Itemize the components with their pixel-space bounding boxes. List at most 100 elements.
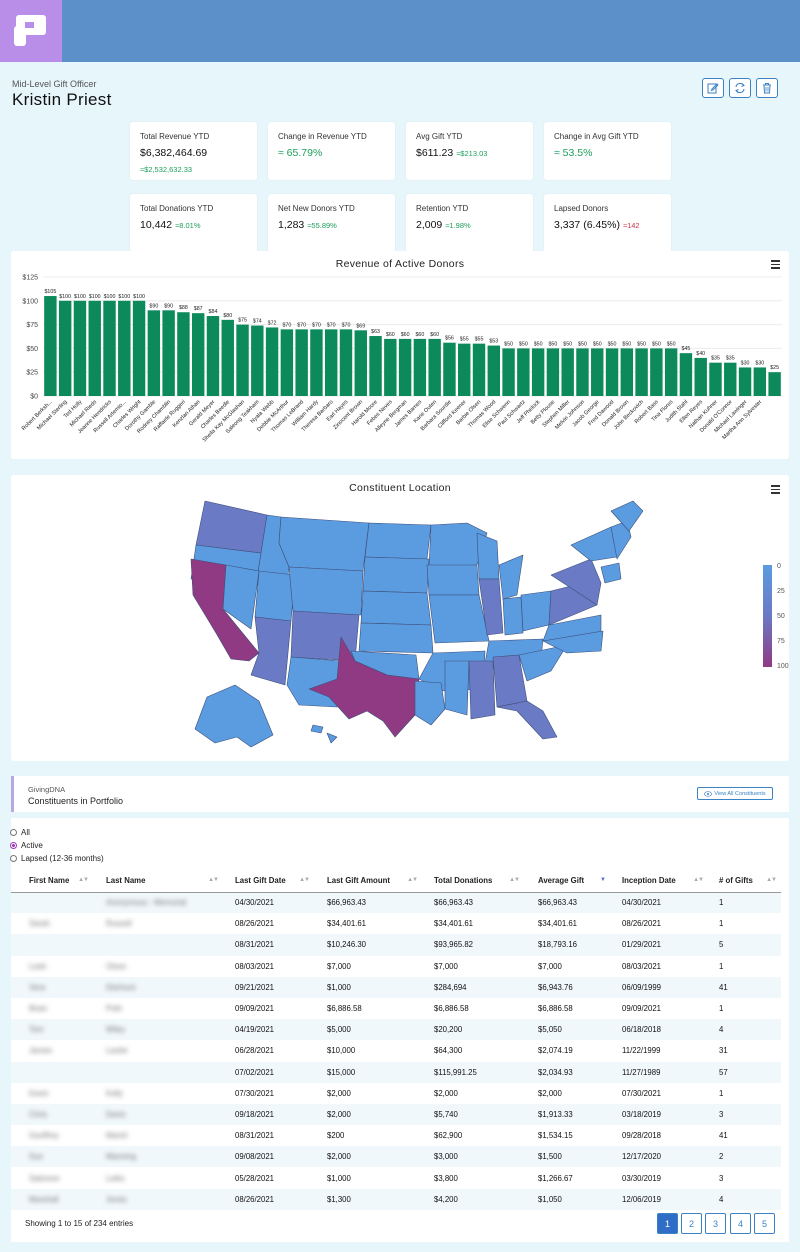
constituents-table: First Name ▲▼ Last Name ▲▼ Last Gift Date ▲…	[11, 870, 781, 1210]
page-1-button[interactable]: 1	[657, 1213, 678, 1234]
table-cell: 08/03/2021	[235, 961, 275, 971]
table-row[interactable]: 08/31/2021 $10,246.30 $93,965.82 $18,793.16…	[11, 934, 781, 956]
kpi-value-row: 10,442 ≈8.01%	[140, 219, 257, 231]
column-header-last-name[interactable]: Last Name ▲▼	[93, 870, 223, 893]
radio-button[interactable]	[10, 855, 17, 862]
table-row[interactable]: Chris Davis 09/18/2021 $2,000 $5,740 $1,913.3…	[11, 1103, 781, 1126]
table-cell: Kevin	[29, 1088, 49, 1098]
kpi-change-revenue: Change in Revenue YTD ≈ 65.79%	[268, 122, 395, 180]
table-row[interactable]: Sarah Russell 08/26/2021 $34,401.61 $34,401.…	[11, 913, 781, 934]
table-cell: $1,534.15	[538, 1131, 573, 1141]
table-cell: 09/09/2021	[622, 1004, 662, 1014]
table-row[interactable]: 07/02/2021 $15,000 $115,991.25 $2,034.93 11/…	[11, 1061, 781, 1083]
table-row[interactable]: Brian Poth 09/09/2021 $6,886.58 $6,886.58 $6,…	[11, 998, 781, 1019]
page-3-button[interactable]: 3	[705, 1213, 726, 1234]
table-row[interactable]: Toni Wiley 04/19/2021 $5,000 $20,200 $5,050 06…	[11, 1019, 781, 1041]
page-5-button[interactable]: 5	[754, 1213, 775, 1234]
filter-lapsed[interactable]: Lapsed (12-36 months)	[10, 854, 104, 863]
map-menu-button[interactable]	[771, 485, 780, 496]
page-2-button[interactable]: 2	[681, 1213, 702, 1234]
bar-data-label: $105	[44, 289, 56, 295]
constituents-section-header: GivingDNA Constituents in Portfolio View…	[11, 776, 789, 812]
table-cell: Anonymous - Memorial	[93, 892, 223, 914]
kpi-label: Lapsed Donors	[554, 204, 609, 213]
radio-button[interactable]	[10, 842, 17, 849]
kpi-value-row: 2,009 ≈1.98%	[416, 219, 533, 231]
bar-data-label: $40	[696, 351, 705, 357]
table-cell: Toni	[11, 1019, 93, 1041]
table-row[interactable]: Geoffrey Marsh 08/31/2021 $200 $62,900 $1,534…	[11, 1125, 781, 1146]
filter-all[interactable]: All	[10, 828, 30, 837]
table-cell: $3,800	[434, 1173, 458, 1183]
table-row[interactable]: Marshall Jones 08/26/2021 $1,300 $4,200 $1,05…	[11, 1188, 781, 1210]
bar	[132, 300, 146, 396]
bar	[310, 329, 323, 396]
table-row[interactable]: Vera Dierhunt 09/21/2021 $1,000 $284,694 $6,9…	[11, 976, 781, 998]
table-row[interactable]: James Laufer 06/28/2021 $10,000 $64,300 $2,07…	[11, 1040, 781, 1061]
bar	[679, 353, 693, 396]
table-cell: 09/08/2021	[223, 1146, 314, 1168]
bar-data-label: $80	[223, 313, 232, 319]
map-state	[444, 660, 470, 716]
table-cell: Poth	[106, 1004, 123, 1014]
table-cell: Dierhunt	[93, 976, 223, 998]
table-row[interactable]: Salomon Leiko 05/28/2021 $1,000 $3,800 $1,266…	[11, 1167, 781, 1188]
refresh-button[interactable]	[729, 78, 751, 98]
chart-menu-button[interactable]	[771, 260, 780, 271]
delete-button[interactable]	[756, 78, 778, 98]
column-header-average-gift[interactable]: Average Gift ▼	[524, 870, 610, 893]
kpi-label: Change in Avg Gift YTD	[554, 132, 639, 141]
table-cell: 4	[708, 1019, 781, 1041]
kpi-avg-gift: Avg Gift YTD $611.23 ≈$213.03	[406, 122, 533, 180]
table-cell: Geoffrey	[29, 1131, 59, 1141]
map-legend-bar	[763, 565, 772, 667]
kpi-sub: ≈$2,532,632.33	[140, 165, 193, 174]
logo[interactable]	[0, 0, 62, 62]
table-cell: 3	[719, 1173, 724, 1183]
view-all-constituents-button[interactable]: View All Constituents	[697, 787, 773, 800]
map-state	[550, 558, 602, 606]
page-4-button[interactable]: 4	[730, 1213, 751, 1234]
table-cell: 09/09/2021	[235, 1004, 275, 1014]
bar-data-label: $60	[386, 332, 395, 338]
bar	[605, 348, 619, 396]
map-state-texas	[308, 636, 420, 738]
table-row[interactable]: Sue Manning 09/08/2021 $2,000 $3,000 $1,500 12…	[11, 1146, 781, 1168]
table-row[interactable]: Leah Olsen 08/03/2021 $7,000 $7,000 $7,000 08/…	[11, 956, 781, 977]
edit-button[interactable]	[702, 78, 724, 98]
kpi-total-revenue: Total Revenue YTD $6,382,464.69 ≈$2,532,…	[130, 122, 257, 180]
table-row[interactable]: Anonymous - Memorial 04/30/2021 $66,963.43…	[11, 892, 781, 914]
bar-data-label: $50	[534, 341, 543, 347]
table-cell: 41	[719, 1131, 728, 1141]
logo-mark-icon	[14, 15, 46, 46]
table-cell: $2,034.93	[524, 1061, 610, 1083]
kpi-inline: ≈142	[622, 221, 640, 230]
kpi-inline: ≈$213.03	[456, 149, 488, 158]
kpi-label: Change in Revenue YTD	[278, 132, 367, 141]
view-all-label: View All Constituents	[714, 790, 766, 797]
table-row[interactable]: Kevin Kelly 07/30/2021 $2,000 $2,000 $2,000 07…	[11, 1083, 781, 1104]
table-cell: 09/28/2018	[622, 1131, 662, 1141]
bar	[177, 312, 190, 396]
table-cell: $66,963.43	[314, 892, 422, 914]
table-cell: 06/18/2018	[610, 1019, 708, 1041]
bar	[458, 343, 471, 396]
column-header-last-gift-amount[interactable]: Last Gift Amount ▲▼	[314, 870, 422, 893]
table-cell: 09/21/2021	[223, 976, 314, 998]
table-cell: 08/03/2021	[622, 961, 662, 971]
column-header-total-donations[interactable]: Total Donations ▲▼	[422, 870, 524, 893]
column-header-first-name[interactable]: First Name ▲▼	[11, 870, 93, 893]
map-state-hawaii	[326, 732, 338, 744]
map-state	[362, 556, 430, 594]
bar	[502, 348, 515, 396]
filter-active[interactable]: Active	[10, 841, 43, 850]
bar-data-label: $50	[578, 341, 587, 347]
column-header-inception-date[interactable]: Inception Date ▲▼	[610, 870, 708, 893]
table-cell: $34,401.61	[327, 919, 367, 929]
column-header-number-of-gifts[interactable]: # of Gifts ▲▼	[708, 870, 781, 893]
radio-button[interactable]	[10, 829, 17, 836]
column-header-last-gift-date[interactable]: Last Gift Date ▲▼	[223, 870, 314, 893]
bar	[591, 348, 604, 396]
bar-data-label: $60	[430, 332, 439, 338]
table-cell: 07/02/2021	[223, 1061, 314, 1083]
